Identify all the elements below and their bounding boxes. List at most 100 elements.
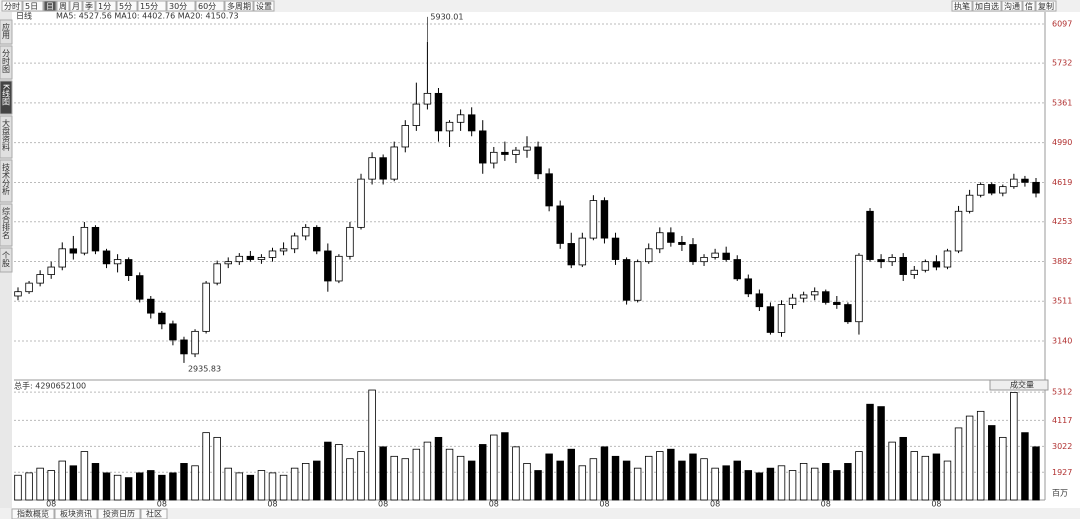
volume-bar (589, 458, 598, 501)
toolbar-label[interactable]: 多周期 (227, 1, 251, 11)
volume-bar (191, 465, 199, 501)
volume-bar (423, 441, 432, 501)
candle-body (833, 302, 841, 305)
sidebar-tab[interactable] (0, 159, 13, 203)
toolbar-button[interactable] (43, 0, 57, 12)
bottom-tab-label[interactable]: 投资日历 (103, 509, 135, 519)
toolbar-button[interactable] (56, 0, 70, 12)
toolbar-button[interactable] (82, 0, 96, 12)
toolbar-button[interactable] (224, 0, 254, 12)
volume-bar (14, 474, 22, 501)
sidebar-label[interactable]: 综合排名 (2, 206, 11, 240)
sidebar-label[interactable]: 大盘资料 (2, 118, 11, 152)
toolbar-button[interactable] (1, 0, 23, 12)
toolbar-label[interactable]: 5日 (25, 2, 38, 11)
candle-body (169, 323, 177, 341)
candle-body (999, 186, 1007, 194)
tool-button[interactable] (1022, 0, 1036, 12)
volume-selector-text[interactable]: 成交量 (1010, 380, 1034, 390)
bottom-tab-label[interactable]: 板块资讯 (60, 509, 92, 519)
toolbar-button[interactable] (95, 0, 117, 12)
candle-body (313, 226, 321, 252)
candle-body (1010, 178, 1018, 188)
toolbar-button[interactable] (195, 0, 225, 12)
toolbar-label[interactable]: 60分 (198, 2, 216, 11)
candle-body (667, 232, 675, 243)
candle-body (755, 293, 764, 308)
candle-body (80, 226, 89, 254)
volume-bar (866, 403, 874, 501)
candle-body (722, 252, 730, 260)
candle-body (700, 256, 708, 263)
candle-body (744, 278, 753, 295)
toolbar-button[interactable] (69, 0, 83, 12)
sidebar-label[interactable]: 技术分析 (2, 162, 11, 196)
volume-bar (810, 467, 819, 501)
tool-button[interactable] (951, 0, 973, 12)
toolbar-label[interactable]: 周 (59, 2, 67, 11)
volume-selector[interactable] (989, 379, 1049, 391)
candle-body (401, 125, 410, 148)
sidebar-tab[interactable] (0, 80, 13, 115)
toolbar-label[interactable]: 30分 (169, 2, 187, 11)
volume-bar (113, 474, 122, 501)
bottom-tab-label[interactable]: 社区 (146, 509, 162, 519)
toolbar-button[interactable] (22, 0, 44, 12)
tool-button[interactable] (972, 0, 1002, 12)
sidebar-tab[interactable] (0, 115, 13, 159)
volume-bar (534, 470, 542, 501)
candle-body (921, 261, 930, 271)
toolbar-button[interactable] (116, 0, 138, 12)
toolbar-button[interactable] (253, 0, 275, 12)
toolbar-button[interactable] (166, 0, 196, 12)
y-tick-label: 4990 (1052, 138, 1072, 147)
toolbar-label[interactable]: 15分 (140, 2, 158, 11)
sidebar-tab[interactable] (0, 19, 13, 45)
volume-bar (833, 470, 841, 501)
candle-body (36, 274, 44, 284)
tool-label[interactable]: 信 (1025, 1, 1033, 11)
candle-body (600, 200, 609, 239)
sidebar-label[interactable]: 分时图 (2, 49, 11, 74)
volume-bar (69, 465, 78, 501)
candle-body (501, 151, 509, 155)
sidebar-label[interactable]: 个股 (2, 251, 11, 268)
toolbar-label[interactable]: 5分 (119, 2, 132, 11)
tool-button[interactable] (1001, 0, 1023, 12)
sidebar-label[interactable]: K线图 (2, 84, 11, 106)
candle-body (279, 248, 288, 252)
sidebar-tab[interactable] (0, 247, 13, 273)
candle-body (456, 114, 465, 123)
tool-label[interactable]: 沟通 (1004, 1, 1020, 11)
volume-bar (622, 460, 631, 501)
sidebar-tab[interactable] (0, 45, 13, 80)
volume-bar (58, 460, 66, 501)
volume-bar (501, 432, 509, 501)
toolbar-label[interactable]: 季 (85, 1, 93, 11)
y-tick-label: 5732 (1052, 59, 1072, 68)
volume-bar (158, 474, 166, 501)
candle-body (335, 255, 343, 282)
candle-body (810, 291, 819, 296)
toolbar-label[interactable]: 1分 (98, 2, 111, 11)
tool-label[interactable]: 加自选 (975, 1, 999, 11)
volume-bar (799, 463, 808, 501)
candle-body (888, 256, 896, 263)
tool-button[interactable] (1035, 0, 1057, 12)
toolbar-label[interactable]: 月 (72, 2, 80, 11)
toolbar-label[interactable]: 日 (46, 2, 54, 11)
candle-body (1032, 181, 1040, 194)
volume-bar (689, 453, 697, 501)
tool-label[interactable]: 复制 (1038, 1, 1054, 11)
bottom-tab-label[interactable]: 指数概览 (17, 509, 49, 519)
toolbar-label[interactable]: 设置 (256, 1, 272, 11)
candle-body (158, 312, 166, 325)
toolbar-label[interactable]: 分时 (4, 1, 20, 11)
sidebar-tab[interactable] (0, 203, 13, 247)
sidebar-label[interactable]: 应用 (2, 22, 11, 40)
volume-bar (25, 472, 33, 501)
toolbar-button[interactable] (137, 0, 167, 12)
tool-label[interactable]: 执笔 (954, 1, 970, 11)
candle-body (434, 92, 443, 132)
candle-body (412, 103, 421, 126)
